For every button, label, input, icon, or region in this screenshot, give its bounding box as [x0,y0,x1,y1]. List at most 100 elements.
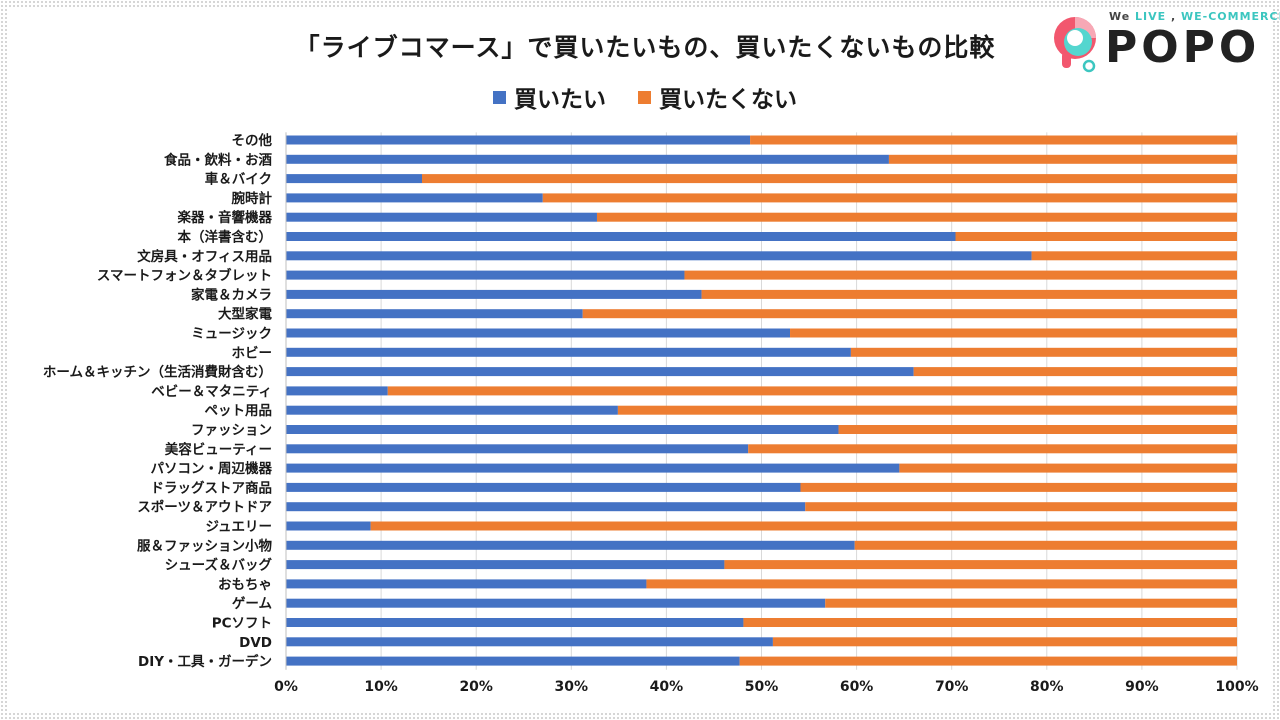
y-category-label: 家電＆カメラ [191,286,272,303]
bar-notwant [421,174,1237,184]
y-category-label: 美容ビューティー [165,441,272,458]
bar-want [286,270,685,280]
x-tick-label: 100% [1215,679,1258,695]
bar-want [286,386,388,396]
bar-want [286,560,725,570]
y-category-label: 食品・飲料・お酒 [164,151,272,168]
y-category-label: 本（洋書含む） [178,229,273,246]
bar-notwant [743,618,1237,627]
bar-notwant [542,193,1237,203]
bar-notwant [850,347,1237,357]
logo-tagline: We LIVE , WE-COMMERCE [1109,10,1280,23]
bar-want [286,656,740,666]
y-category-label: スマートフォン＆タブレット [97,267,272,284]
y-category-label: ドラッグストア商品 [151,479,273,496]
y-category-label: シューズ＆バッグ [165,557,273,574]
bar-notwant [913,367,1237,377]
x-tick-label: 70% [935,679,969,695]
y-category-label: PCソフト [212,616,272,632]
y-category-label: 楽器・音響機器 [177,209,273,226]
slide-background [7,7,1273,711]
bar-want [286,482,801,492]
logo-tagline-live: LIVE [1135,10,1167,23]
x-tick-label: 90% [1125,679,1159,695]
bar-notwant [1031,251,1237,261]
y-category-label: スポーツ＆アウトドア [137,499,272,516]
bar-notwant [750,135,1237,145]
legend-swatch-want [492,90,506,104]
bar-want [286,502,806,512]
y-category-label: おもちゃ [218,577,272,593]
bar-want [286,598,826,608]
bar-notwant [805,502,1237,512]
bar-notwant [724,560,1237,570]
x-tick-label: 20% [459,679,493,695]
bar-notwant [790,328,1237,338]
bar-want [286,637,773,647]
bar-notwant [387,386,1238,396]
bar-want [286,328,791,338]
popo-logo: We LIVE , WE-COMMERCE POPO [1051,10,1280,74]
x-tick-label: 40% [650,679,684,695]
logo-tagline-prefix: We [1109,10,1136,23]
bar-want [286,444,749,454]
legend-swatch-notwant [638,90,651,104]
bar-want [286,347,851,357]
bar-notwant [617,405,1237,415]
x-tick-label: 30% [555,679,589,695]
bar-notwant [772,637,1237,647]
x-tick-label: 10% [364,679,398,695]
logo-tagline-mid: , [1166,10,1182,23]
chart-title: 「ライブコマース」で買いたいもの、買いたくないもの比較 [294,33,996,62]
legend-label-notwant: 買いたくない [659,87,797,113]
y-category-label: DVD [239,635,272,651]
bar-notwant [582,309,1237,319]
popo-logo-mark-icon [1054,17,1096,73]
bar-want [286,212,597,222]
bar-notwant [800,482,1237,492]
bar-want [286,405,618,415]
x-tick-label: 60% [840,679,874,695]
bar-notwant [838,425,1237,434]
bar-want [286,540,855,550]
logo-tagline-we: WE-COMMERCE [1181,10,1280,23]
y-category-label: ペット用品 [205,403,273,419]
bar-notwant [684,270,1237,280]
bar-want [286,309,583,319]
y-category-label: ホビー [232,345,273,361]
x-tick-label: 50% [745,679,779,695]
bar-want [286,251,1032,261]
y-category-label: ベビー＆マタニティ [151,384,272,400]
logo-wordmark: POPO [1105,22,1261,73]
legend-item-notwant: 買いたくない [638,80,797,114]
bar-notwant [748,444,1237,454]
bar-want [286,463,900,473]
bar-want [286,367,914,377]
y-category-label: その他 [232,132,273,149]
legend-label-want: 買いたい [513,87,606,113]
bar-want [286,579,647,589]
bar-notwant [899,463,1237,473]
bar-notwant [955,232,1237,241]
bar-notwant [825,598,1237,608]
y-category-label: パソコン・周辺機器 [151,460,273,477]
bar-want [286,193,543,203]
y-category-label: ホーム＆キッチン（生活消費財含む） [43,364,272,381]
bar-notwant [701,289,1237,299]
bar-notwant [646,579,1237,589]
y-category-label: 文房具・オフィス用品 [137,248,272,265]
y-category-label: DIY・工具・ガーデン [138,653,272,670]
y-category-label: 車＆バイク [205,171,272,188]
x-tick-label: 0% [274,679,298,695]
bar-notwant [739,656,1237,666]
bar-want [286,425,839,434]
y-category-label: 大型家電 [218,306,272,323]
bar-want [286,174,422,184]
y-category-label: ミュージック [191,326,272,342]
bar-want [286,521,371,531]
y-category-label: ファッション [191,423,272,439]
bar-notwant [370,521,1237,531]
x-tick-label: 80% [1030,679,1064,695]
legend-item-want: 買いたい [492,80,606,114]
